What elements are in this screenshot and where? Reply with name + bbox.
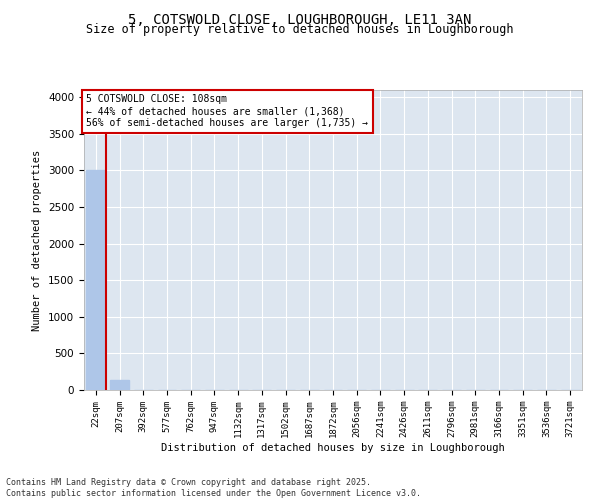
Text: 5 COTSWOLD CLOSE: 108sqm
← 44% of detached houses are smaller (1,368)
56% of sem: 5 COTSWOLD CLOSE: 108sqm ← 44% of detach… (86, 94, 368, 128)
Text: Size of property relative to detached houses in Loughborough: Size of property relative to detached ho… (86, 22, 514, 36)
Bar (86, 170, 106, 390)
X-axis label: Distribution of detached houses by size in Loughborough: Distribution of detached houses by size … (161, 443, 505, 453)
Bar (110, 380, 129, 390)
Y-axis label: Number of detached properties: Number of detached properties (32, 150, 43, 330)
Text: Contains HM Land Registry data © Crown copyright and database right 2025.
Contai: Contains HM Land Registry data © Crown c… (6, 478, 421, 498)
Text: 5, COTSWOLD CLOSE, LOUGHBOROUGH, LE11 3AN: 5, COTSWOLD CLOSE, LOUGHBOROUGH, LE11 3A… (128, 12, 472, 26)
